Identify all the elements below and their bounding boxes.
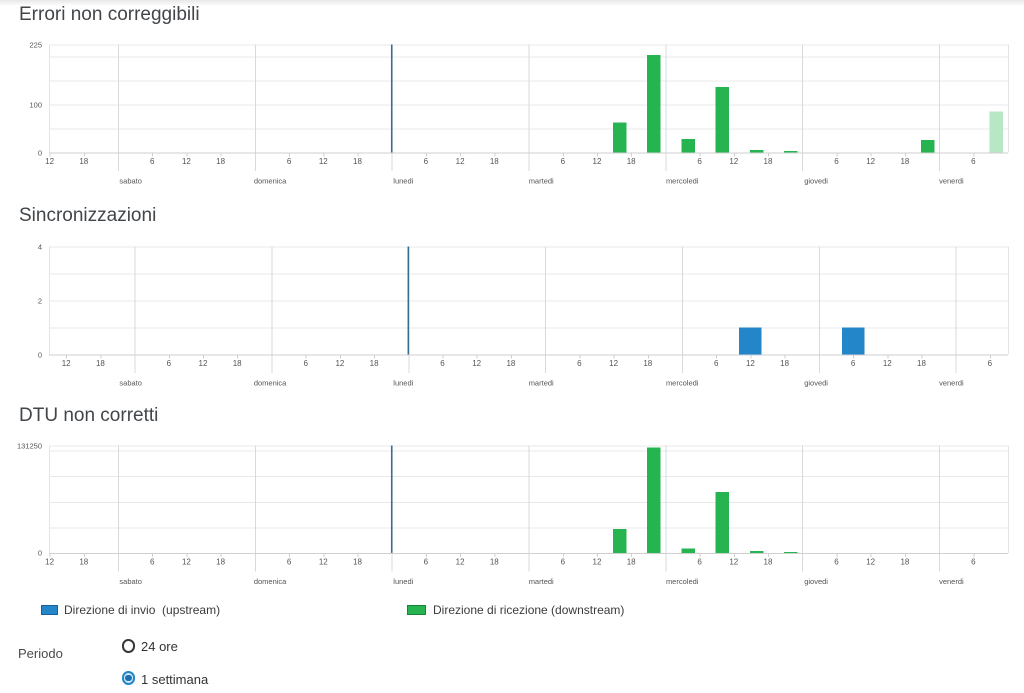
- svg-text:6: 6: [834, 558, 839, 567]
- svg-text:18: 18: [233, 359, 242, 368]
- svg-text:domenica: domenica: [254, 177, 287, 186]
- svg-text:venerdi: venerdi: [939, 378, 964, 387]
- svg-text:18: 18: [490, 157, 499, 166]
- svg-text:18: 18: [490, 558, 499, 567]
- svg-text:6: 6: [834, 157, 839, 166]
- svg-text:6: 6: [440, 359, 445, 368]
- svg-text:6: 6: [714, 359, 719, 368]
- svg-text:0: 0: [38, 148, 42, 157]
- svg-text:18: 18: [627, 157, 636, 166]
- svg-text:6: 6: [971, 558, 976, 567]
- svg-text:12: 12: [593, 558, 602, 567]
- svg-text:6: 6: [303, 359, 308, 368]
- svg-text:6: 6: [287, 157, 292, 166]
- svg-text:6: 6: [287, 558, 292, 567]
- svg-text:martedi: martedi: [529, 378, 554, 387]
- svg-text:domenica: domenica: [254, 577, 287, 586]
- svg-text:6: 6: [150, 157, 155, 166]
- svg-text:domenica: domenica: [254, 378, 287, 387]
- svg-text:225: 225: [29, 40, 42, 49]
- svg-text:18: 18: [96, 359, 105, 368]
- svg-text:0: 0: [38, 549, 42, 558]
- svg-text:12: 12: [45, 157, 54, 166]
- svg-text:18: 18: [216, 558, 225, 567]
- svg-text:12: 12: [472, 359, 481, 368]
- svg-text:6: 6: [971, 157, 976, 166]
- svg-text:18: 18: [780, 359, 789, 368]
- svg-text:12: 12: [45, 558, 54, 567]
- svg-text:6: 6: [561, 157, 566, 166]
- svg-text:6: 6: [167, 359, 172, 368]
- svg-text:12: 12: [593, 157, 602, 166]
- svg-text:6: 6: [697, 558, 702, 567]
- svg-text:18: 18: [216, 157, 225, 166]
- svg-text:12: 12: [319, 558, 328, 567]
- svg-text:giovedi: giovedi: [804, 177, 828, 186]
- svg-text:18: 18: [917, 359, 926, 368]
- svg-text:martedi: martedi: [529, 577, 554, 586]
- svg-text:6: 6: [851, 359, 856, 368]
- svg-text:18: 18: [900, 157, 909, 166]
- svg-text:18: 18: [79, 558, 88, 567]
- svg-text:18: 18: [370, 359, 379, 368]
- svg-text:lunedi: lunedi: [393, 577, 413, 586]
- svg-text:18: 18: [764, 157, 773, 166]
- svg-text:18: 18: [643, 359, 652, 368]
- svg-text:12: 12: [62, 359, 71, 368]
- svg-text:sabato: sabato: [119, 177, 142, 186]
- svg-text:0: 0: [38, 350, 42, 359]
- svg-text:lunedi: lunedi: [393, 177, 413, 186]
- svg-text:18: 18: [627, 558, 636, 567]
- svg-text:12: 12: [199, 359, 208, 368]
- svg-text:12: 12: [182, 157, 191, 166]
- svg-text:12: 12: [729, 558, 738, 567]
- svg-text:6: 6: [577, 359, 582, 368]
- svg-text:martedi: martedi: [529, 177, 554, 186]
- svg-text:6: 6: [424, 157, 429, 166]
- svg-text:6: 6: [988, 359, 993, 368]
- svg-text:12: 12: [729, 157, 738, 166]
- svg-text:12: 12: [746, 359, 755, 368]
- svg-text:giovedi: giovedi: [804, 577, 828, 586]
- svg-text:12: 12: [866, 558, 875, 567]
- svg-text:12: 12: [456, 558, 465, 567]
- svg-text:venerdi: venerdi: [939, 177, 964, 186]
- svg-text:18: 18: [764, 558, 773, 567]
- svg-text:18: 18: [353, 157, 362, 166]
- svg-text:18: 18: [79, 157, 88, 166]
- svg-text:mercoledi: mercoledi: [666, 177, 699, 186]
- svg-text:sabato: sabato: [119, 577, 142, 586]
- svg-text:6: 6: [561, 558, 566, 567]
- svg-text:12: 12: [609, 359, 618, 368]
- svg-text:venerdi: venerdi: [939, 577, 964, 586]
- svg-text:12: 12: [866, 157, 875, 166]
- svg-text:12: 12: [456, 157, 465, 166]
- svg-text:12: 12: [883, 359, 892, 368]
- svg-text:6: 6: [424, 558, 429, 567]
- svg-text:lunedi: lunedi: [393, 378, 413, 387]
- svg-text:mercoledi: mercoledi: [666, 378, 699, 387]
- svg-text:4: 4: [38, 242, 42, 251]
- svg-text:sabato: sabato: [119, 378, 142, 387]
- svg-text:18: 18: [900, 558, 909, 567]
- svg-text:mercoledi: mercoledi: [666, 577, 699, 586]
- svg-text:18: 18: [506, 359, 515, 368]
- svg-text:12: 12: [182, 558, 191, 567]
- svg-text:2: 2: [38, 296, 42, 305]
- svg-text:131250: 131250: [17, 442, 42, 451]
- svg-text:giovedi: giovedi: [804, 378, 828, 387]
- svg-text:18: 18: [353, 558, 362, 567]
- svg-text:100: 100: [29, 100, 42, 109]
- svg-text:6: 6: [697, 157, 702, 166]
- svg-text:12: 12: [319, 157, 328, 166]
- svg-text:6: 6: [150, 558, 155, 567]
- svg-text:12: 12: [335, 359, 344, 368]
